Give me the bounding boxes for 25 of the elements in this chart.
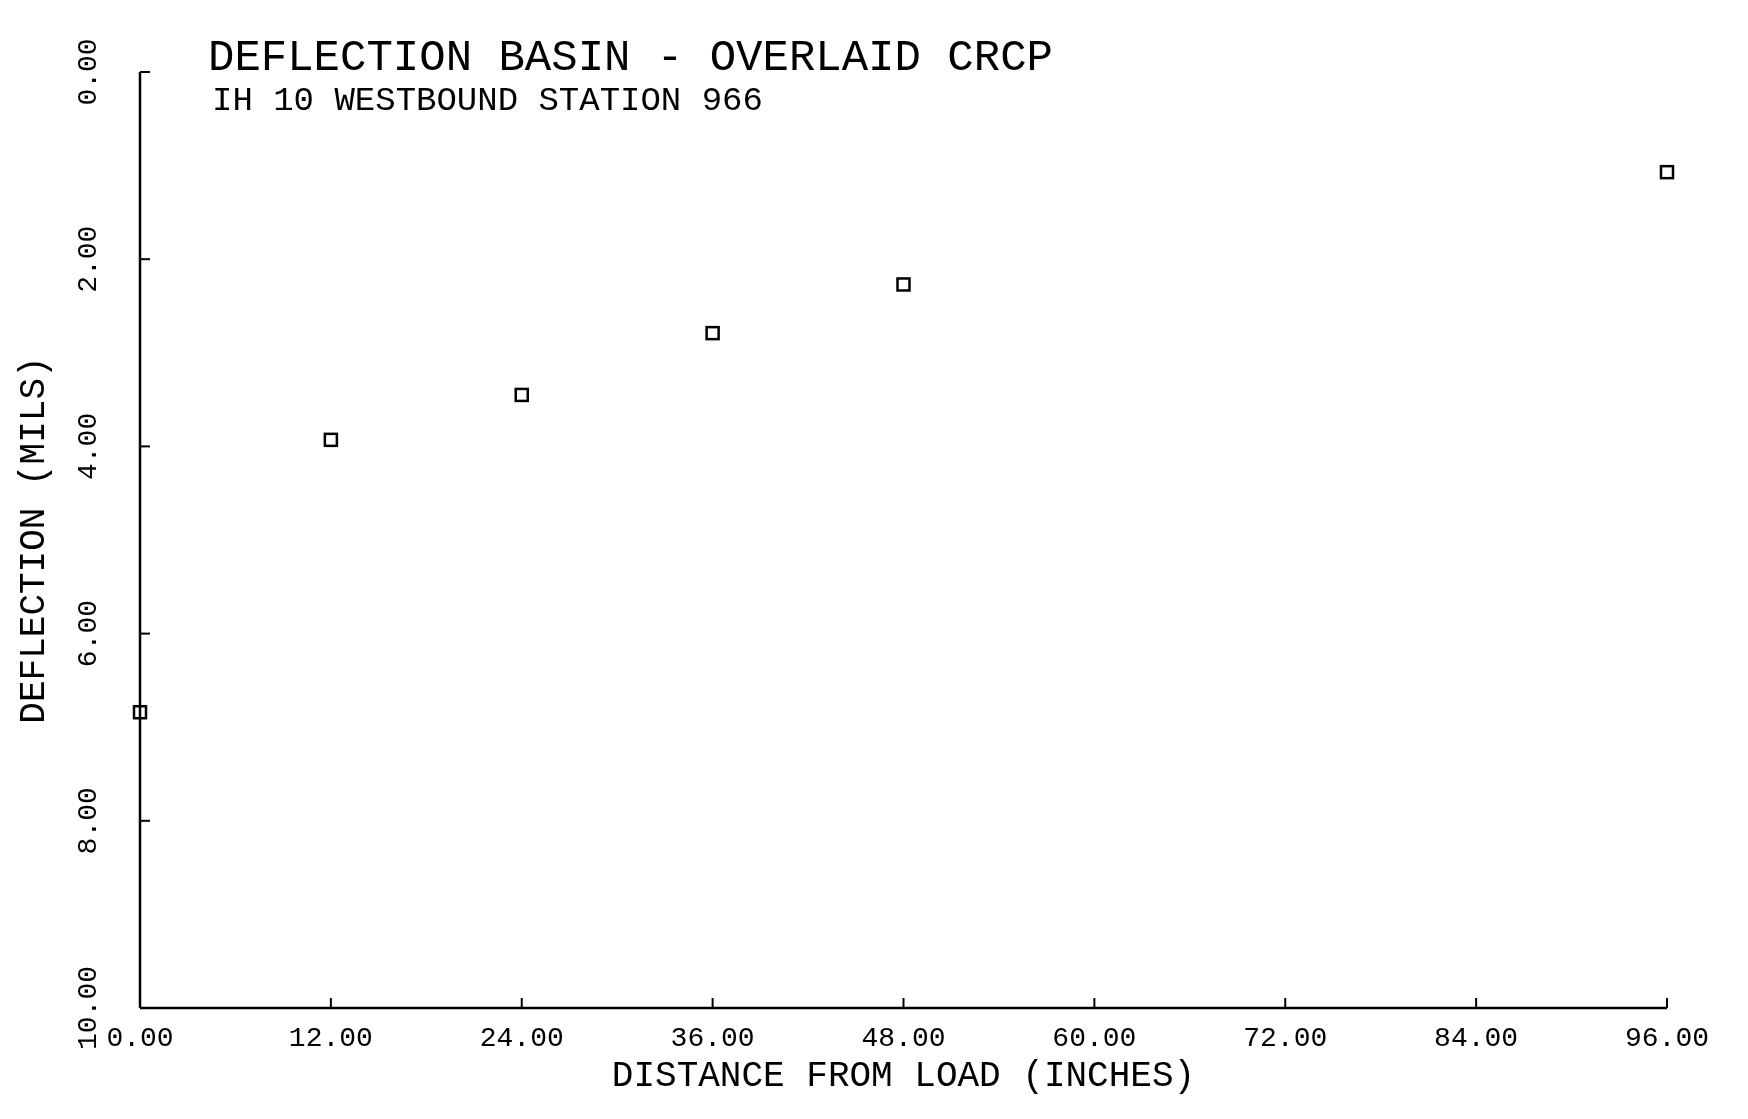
x-axis-title: DISTANCE FROM LOAD (INCHES) <box>611 1056 1196 1097</box>
chart-subtitle: IH 10 WESTBOUND STATION 966 <box>212 82 763 120</box>
point <box>1659 164 1675 180</box>
y-tick-label: 2.00 <box>73 225 104 293</box>
x-tick-label: 0.00 <box>106 1023 174 1054</box>
point <box>132 704 148 720</box>
chart-title: DEFLECTION BASIN - OVERLAID CRCP <box>208 33 1053 83</box>
x-tick-label: 96.00 <box>1624 1023 1710 1054</box>
point <box>323 432 339 448</box>
x-tick-label: 24.00 <box>479 1023 564 1054</box>
y-tick-label: 4.00 <box>73 412 104 481</box>
y-tick-label: 6.00 <box>73 599 104 668</box>
point <box>514 387 529 403</box>
x-tick-label: 60.00 <box>1052 1023 1137 1054</box>
x-tick-label: 36.00 <box>670 1023 755 1054</box>
x-tick-label: 48.00 <box>861 1023 946 1054</box>
point <box>705 325 720 341</box>
x-tick-label: 12.00 <box>288 1023 373 1054</box>
y-tick-label: 0.00 <box>73 38 104 106</box>
y-axis-title: DEFLECTION (MILS) <box>14 356 55 724</box>
x-tick-label: 72.00 <box>1243 1023 1328 1054</box>
y-tick-label: 10.00 <box>73 965 104 1051</box>
point <box>896 277 911 292</box>
x-tick-label: 84.00 <box>1434 1023 1519 1054</box>
y-tick-label: 8.00 <box>73 787 104 855</box>
